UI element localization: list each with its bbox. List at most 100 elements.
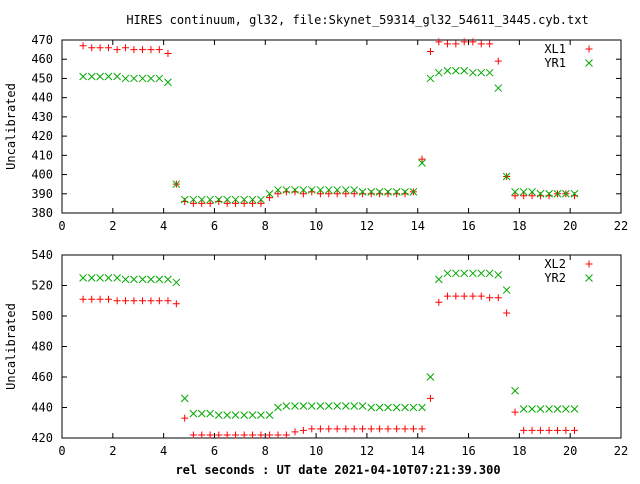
chart2-yr2-point	[104, 274, 113, 282]
chart2-yr2-point	[384, 403, 392, 412]
chart-title: HIRES continuum, gl32, file:Skynet_59314…	[126, 13, 588, 27]
chart2-yr2-point	[138, 275, 147, 284]
chart2-yr2-point	[240, 411, 249, 419]
chart2-xl2-point	[240, 431, 248, 439]
chart1-xl1-point	[443, 40, 451, 48]
chart2-yr2-point	[96, 274, 104, 282]
chart2-xtick-label: 6	[211, 444, 218, 458]
chart1-xtick-label: 0	[58, 219, 65, 233]
chart2-yr2-point	[189, 409, 198, 418]
chart2-yr2-point	[257, 411, 265, 419]
chart1-yr1-point	[104, 72, 113, 81]
chart2-yr2-point	[282, 402, 291, 410]
chart1-yr1-point	[274, 186, 282, 194]
chart1-yr1-point	[375, 188, 384, 196]
chart2-xl2-point	[266, 431, 274, 439]
chart2-xl2-point	[367, 425, 375, 433]
chart2-yr2-point	[291, 402, 299, 410]
chart2-xl2-point	[299, 426, 307, 434]
chart1-xl1-point	[122, 44, 130, 52]
chart1-yr1-point	[434, 68, 443, 77]
chart2-ytick-label: 520	[31, 279, 53, 293]
chart1-yr1-point	[206, 195, 214, 204]
chart2-xl2-point	[443, 292, 451, 300]
chart2-yr2-point	[307, 402, 316, 410]
chart2-yr2-point	[494, 270, 503, 279]
chart2-xl2-point	[460, 292, 468, 300]
chart2-xl2-point	[206, 431, 214, 439]
chart2-yr2-point	[121, 275, 130, 284]
chart2-xl2-point	[181, 414, 189, 422]
chart2-yr2-point	[553, 405, 562, 413]
chart2-xtick-label: 2	[109, 444, 116, 458]
chart2-legend-marker-xl2	[585, 260, 593, 268]
chart2-yr2-point	[502, 286, 511, 294]
chart2-yr2-point	[528, 405, 536, 413]
chart1-xl1-point	[477, 40, 485, 48]
chart2-xtick-label: 16	[461, 444, 475, 458]
chart1-xl1-point	[528, 192, 536, 200]
chart1-ytick-label: 410	[31, 148, 53, 162]
chart1-yr1-point	[147, 74, 155, 83]
chart1-xl1-point	[164, 49, 172, 57]
chart1-xl1-point	[155, 46, 163, 54]
chart1-yr1-point	[545, 189, 553, 198]
chart2-xl2-point	[282, 431, 290, 439]
chart1-yr1-point	[299, 186, 308, 194]
chart1-legend-label-xl1: XL1	[544, 42, 566, 56]
chart2-xl2-point	[88, 295, 96, 303]
chart2-xl2-point	[401, 425, 409, 433]
chart1-yr1-point	[494, 84, 503, 92]
chart2-yr2-point	[426, 373, 435, 381]
chart2-yr2-point	[358, 402, 367, 410]
chart2-yr2-point	[265, 411, 274, 419]
chart2-xl2-point	[232, 431, 240, 439]
chart2-xl2-point	[189, 431, 197, 439]
chart1-xl1-point	[266, 194, 274, 202]
chart2-xl2-point	[223, 431, 231, 439]
chart2-xl2-point	[452, 292, 460, 300]
chart1-xl1-point	[223, 199, 231, 207]
chart1-xl1-point	[511, 192, 519, 200]
chart2-ytick-label: 540	[31, 248, 53, 262]
chart1-xl1-point	[418, 155, 426, 163]
chart1-yr1-point	[562, 189, 570, 198]
chart2-yr2-point	[392, 403, 401, 412]
chart2-xl2-point	[562, 426, 570, 434]
chart1-yr1-point	[240, 195, 249, 204]
chart1-yr1-point	[257, 195, 265, 204]
chart1-yr1-point	[502, 172, 511, 181]
chart1-yr1-point	[443, 66, 452, 75]
chart2-xl2-point	[96, 295, 104, 303]
chart1-xl1-point	[333, 190, 341, 198]
chart1-xtick-label: 4	[160, 219, 167, 233]
chart1-yr1-point	[87, 72, 96, 81]
chart2-xlabel: rel seconds : UT date 2021-04-10T07:21:3…	[175, 463, 500, 477]
chart2-xl2-point	[130, 297, 138, 305]
chart1-ylabel: Uncalibrated	[4, 83, 18, 170]
chart1-yr1-point	[113, 72, 121, 81]
chart2-xl2-point	[486, 294, 494, 302]
chart2-xl2-point	[113, 297, 121, 305]
chart2-yr2-point	[443, 269, 452, 278]
chart1-ytick-label: 460	[31, 52, 53, 66]
chart1-yr1-point	[477, 68, 486, 77]
chart2-ytick-label: 500	[31, 309, 53, 323]
chart1-xl1-point	[486, 40, 494, 48]
chart2-xl2-point	[477, 292, 485, 300]
chart2-xl2-point	[409, 425, 417, 433]
chart2-xl2-point	[122, 297, 130, 305]
chart2-legend-label-xl2: XL2	[544, 257, 566, 271]
chart1-yr1-point	[155, 74, 164, 83]
chart1-xl1-point	[435, 38, 443, 46]
chart1-yr1-point	[519, 188, 528, 196]
chart2-yr2-point	[469, 269, 477, 278]
chart2-legend-marker-yr2	[585, 274, 593, 282]
chart1-yr1-point	[528, 188, 536, 196]
chart1-yr1-point	[426, 74, 435, 83]
chart2-yr2-point	[87, 274, 96, 282]
chart1-xtick-label: 6	[211, 219, 218, 233]
chart2-xl2-point	[333, 425, 341, 433]
chart2-xl2-point	[418, 425, 426, 433]
